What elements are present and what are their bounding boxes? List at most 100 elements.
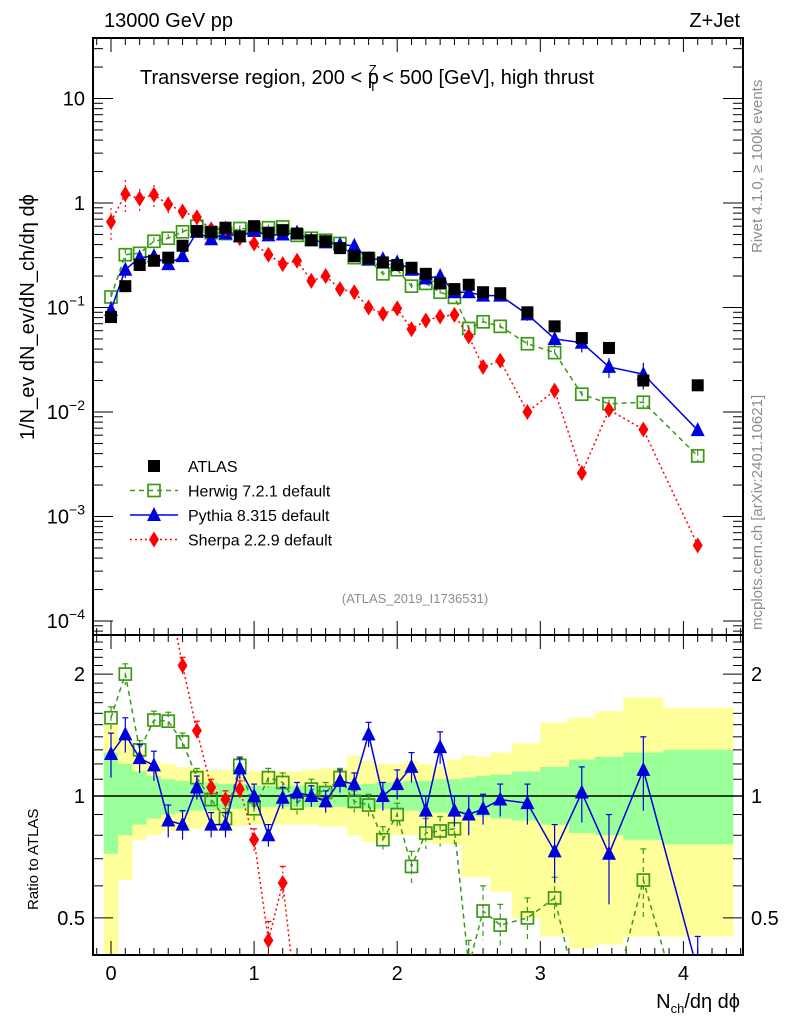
data-point (493, 319, 508, 334)
data-point (420, 312, 431, 329)
ratio-point (476, 800, 491, 815)
ratio-point (249, 831, 260, 848)
ratio-point (146, 757, 161, 772)
ratio-point (361, 726, 376, 741)
data-point (191, 209, 202, 226)
series-herwig (104, 219, 705, 463)
ratio-point (232, 760, 247, 775)
ratio-series-pythia (104, 717, 701, 955)
legend-marker (149, 531, 159, 548)
data-point (118, 247, 133, 262)
ratio-point (390, 776, 405, 791)
ratio-point (261, 827, 276, 842)
data-point (406, 321, 417, 338)
ratio-point (218, 816, 233, 831)
y-tick-label: 10−3 (47, 502, 85, 529)
ratio-point (461, 806, 476, 821)
legend-entry: Pythia 8.315 default (130, 507, 330, 525)
data-point (263, 246, 274, 263)
data-point (205, 225, 218, 238)
data-point (576, 465, 587, 482)
data-point (547, 345, 562, 360)
data-point (478, 358, 489, 375)
data-point (363, 299, 374, 316)
x-tick-label: 3 (535, 963, 546, 985)
ratio-point (220, 791, 231, 808)
data-point (147, 234, 161, 249)
ratio-series-herwig (104, 663, 666, 955)
data-point (161, 231, 176, 246)
ratio-y-axis-label: Ratio to ATLAS (25, 809, 42, 910)
data-point (434, 277, 447, 290)
legend-marker (147, 483, 161, 498)
legend-marker (147, 507, 161, 521)
y-tick-label: 10 (63, 89, 85, 111)
ratio-point (332, 772, 347, 787)
ratio-point (175, 735, 190, 749)
data-point (636, 395, 651, 410)
data-point (276, 224, 289, 237)
legend-label: Pythia 8.315 default (188, 508, 330, 525)
legend-marker (148, 460, 160, 472)
y-tick-label: 1 (74, 193, 85, 215)
ratio-frame (92, 634, 744, 956)
ratio-point (376, 832, 390, 847)
data-point (105, 311, 117, 324)
data-point (219, 221, 232, 234)
data-point (690, 422, 705, 437)
stat-uncertainty-band (146, 776, 162, 819)
data-point (120, 185, 131, 202)
ratio-point (636, 761, 651, 776)
legend-entry: ATLAS (148, 459, 238, 476)
ratio-point (206, 779, 217, 796)
data-point (602, 341, 615, 354)
data-point (319, 235, 332, 248)
data-point (133, 259, 146, 272)
ratio-point (120, 431, 130, 447)
ratio-line (110, 673, 666, 955)
ratio-point (347, 776, 362, 791)
series-line (110, 225, 699, 457)
data-point (106, 213, 116, 230)
data-point (162, 251, 175, 264)
y-tick-label: 10−4 (47, 606, 85, 633)
data-point (520, 336, 535, 351)
legend-label: Herwig 7.2.1 default (188, 484, 331, 501)
ratio-point (147, 713, 161, 727)
data-point (348, 250, 361, 263)
ratio-line (175, 635, 292, 955)
data-point (405, 261, 418, 274)
ratio-point (404, 859, 419, 874)
data-point (448, 283, 461, 296)
ratio-point (161, 714, 176, 729)
ratio-point (547, 843, 562, 858)
axes: 0 1 2 3 4 10 1 10−1 10−2 10−3 10−4 2 2 1 1 0.5 0.5 (47, 38, 779, 985)
ratio-tick-label: 0.5 (57, 908, 85, 930)
data-point (333, 242, 346, 255)
ratio-point (574, 784, 589, 799)
header-right: Z+Jet (689, 10, 740, 32)
data-point (548, 320, 561, 333)
ratio-point (118, 667, 133, 681)
ratio-point (418, 826, 433, 840)
ratio-point (418, 802, 433, 817)
data-point (305, 234, 318, 247)
stat-uncertainty-band (118, 763, 133, 836)
data-marks (104, 180, 705, 554)
data-point (495, 352, 506, 369)
ratio-point (118, 726, 133, 741)
ratio-line (110, 731, 695, 955)
ratio-tick-label: 2 (751, 664, 762, 686)
data-point (190, 224, 203, 237)
data-point (692, 537, 703, 554)
ratio-point (132, 750, 147, 765)
data-point (638, 421, 649, 438)
data-point (574, 387, 589, 402)
data-point (147, 254, 160, 267)
rivet-version-text: Rivet 4.1.0, ≥ 100k events (749, 80, 766, 253)
ratio-point (292, 1000, 302, 1016)
data-point (119, 280, 132, 293)
data-point (176, 239, 189, 252)
ratio-point (304, 788, 319, 802)
ratio-point (204, 816, 219, 831)
